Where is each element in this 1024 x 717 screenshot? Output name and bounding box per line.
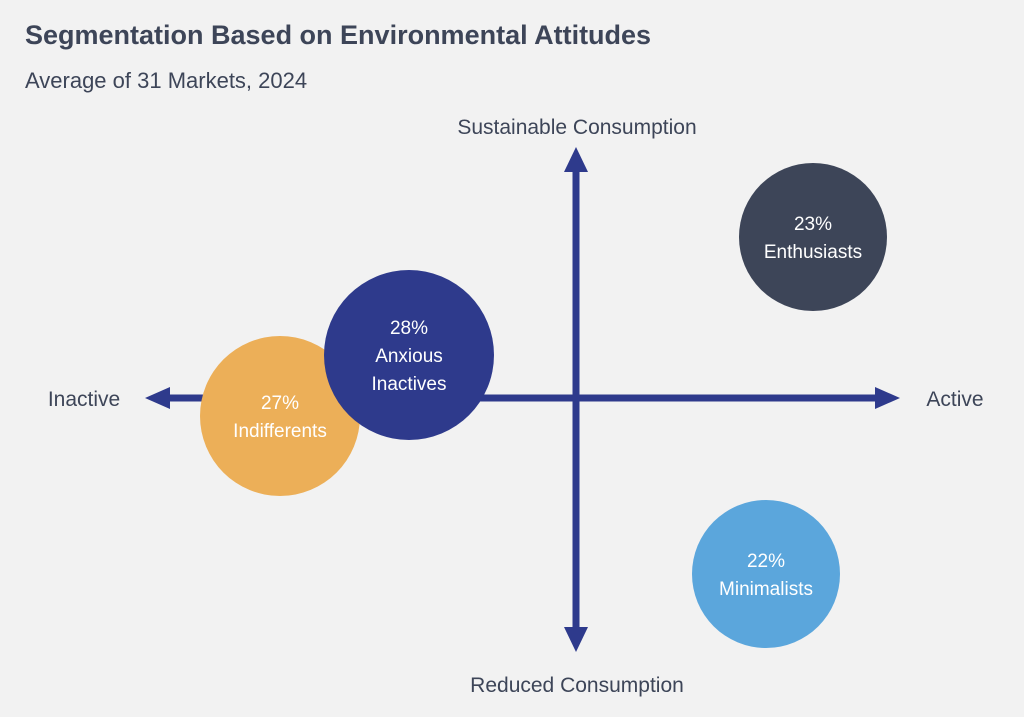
bubble-anxious-inactives bbox=[324, 270, 494, 440]
arrow-up-icon bbox=[564, 147, 588, 172]
axis-label-right: Active bbox=[926, 388, 983, 411]
axis-label-left: Inactive bbox=[48, 388, 120, 411]
segment-enthusiasts: 23% Enthusiasts bbox=[739, 163, 887, 311]
segment-indifferents: 27% Indifferents bbox=[200, 336, 360, 496]
chart-subtitle: Average of 31 Markets, 2024 bbox=[25, 68, 308, 93]
bubble-label: Anxious bbox=[375, 346, 443, 367]
bubble-label: Inactives bbox=[372, 374, 447, 395]
axis-label-top: Sustainable Consumption bbox=[457, 116, 696, 139]
segment-minimalists: 22% Minimalists bbox=[692, 500, 840, 648]
chart-title: Segmentation Based on Environmental Atti… bbox=[25, 20, 652, 50]
bubble-label: Indifferents bbox=[233, 421, 327, 442]
axis-label-bottom: Reduced Consumption bbox=[470, 674, 684, 697]
segment-anxious-inactives: 28% Anxious Inactives bbox=[324, 270, 494, 440]
arrow-right-icon bbox=[875, 387, 900, 409]
arrow-down-icon bbox=[564, 627, 588, 652]
bubble-label: Enthusiasts bbox=[764, 242, 862, 263]
bubble-label: Minimalists bbox=[719, 579, 813, 600]
bubble-percent: 23% bbox=[794, 214, 832, 235]
bubble-percent: 28% bbox=[390, 318, 428, 339]
bubble-percent: 22% bbox=[747, 551, 785, 572]
bubble-minimalists bbox=[692, 500, 840, 648]
bubble-indifferents bbox=[200, 336, 360, 496]
arrow-left-icon bbox=[145, 387, 170, 409]
bubble-enthusiasts bbox=[739, 163, 887, 311]
bubble-percent: 27% bbox=[261, 393, 299, 414]
